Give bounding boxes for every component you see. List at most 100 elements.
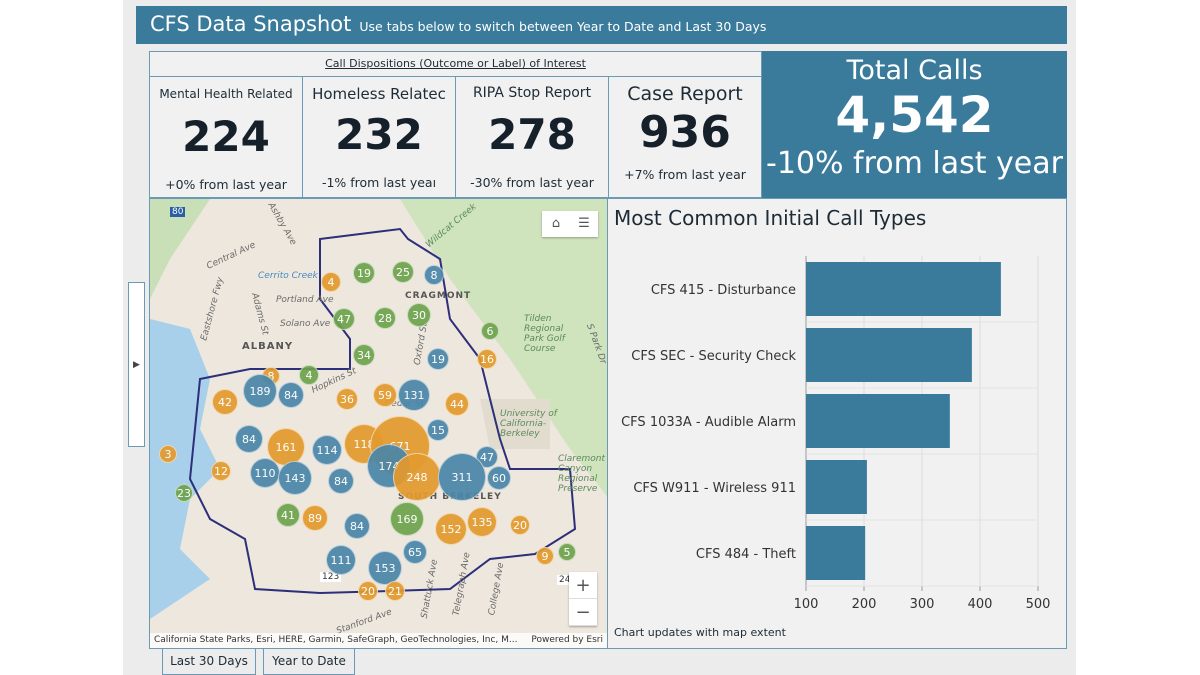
indicator-label: Homeless Relatec — [312, 85, 446, 103]
legend-button[interactable]: ☰ — [578, 216, 590, 231]
bar[interactable] — [806, 328, 972, 382]
cluster-marker[interactable]: 5 — [558, 543, 576, 561]
cluster-marker[interactable]: 131 — [398, 379, 430, 411]
cluster-marker[interactable]: 59 — [373, 383, 397, 407]
x-tick-label: 400 — [968, 597, 993, 612]
indicator-change: +0% from last year — [165, 177, 287, 192]
cluster-marker[interactable]: 19 — [353, 262, 375, 284]
cluster-marker[interactable]: 248 — [393, 453, 441, 501]
page-title: CFS Data Snapshot — [150, 12, 352, 36]
cluster-marker[interactable]: 34 — [353, 344, 375, 366]
zoom-out-button[interactable]: − — [569, 599, 597, 626]
cluster-marker[interactable]: 23 — [175, 484, 193, 502]
indicator-case-report: Case Report 936 +7% from last year — [609, 77, 761, 198]
map-label: University of California-Berkeley — [500, 409, 557, 439]
bar[interactable] — [806, 460, 867, 514]
indicator-label: RIPA Stop Report — [472, 85, 592, 101]
cluster-marker[interactable]: 84 — [278, 382, 304, 408]
cluster-marker[interactable]: 47 — [333, 308, 355, 330]
cluster-marker[interactable]: 16 — [477, 349, 497, 369]
powered-by-esri[interactable]: Powered by Esri — [531, 635, 603, 645]
map-label: Solano Ave — [280, 319, 331, 329]
side-panel-toggle[interactable]: ▶ — [128, 282, 145, 447]
bar[interactable] — [806, 526, 866, 580]
cluster-marker[interactable]: 12 — [211, 461, 231, 481]
indicator-label: Case Report — [627, 83, 743, 105]
indicator-change: -1% from last yeaı — [321, 175, 437, 190]
category-label: CFS 1033A - Audible Alarm — [621, 415, 796, 430]
map-label: ALBANY — [242, 341, 294, 352]
cluster-marker[interactable]: 42 — [212, 389, 238, 415]
map-view[interactable]: Ashby Ave Central Ave Cerrito Creek Port… — [149, 198, 608, 649]
cluster-marker[interactable]: 169 — [390, 502, 424, 536]
cluster-marker[interactable]: 44 — [445, 392, 469, 416]
cluster-marker[interactable]: 110 — [250, 458, 280, 488]
caret-right-icon: ▶ — [133, 359, 140, 370]
cluster-marker[interactable]: 20 — [510, 515, 530, 535]
dispositions-caption[interactable]: Call Dispositions (Outcome or Label) of … — [150, 52, 761, 77]
cluster-marker[interactable]: 89 — [302, 505, 328, 531]
x-tick-label: 300 — [910, 597, 935, 612]
map-label: CRAGMONT — [405, 291, 472, 301]
cluster-marker[interactable]: 41 — [276, 503, 300, 527]
bar[interactable] — [806, 262, 1001, 316]
cluster-marker[interactable]: 84 — [235, 425, 263, 453]
attribution-text: California State Parks, Esri, HERE, Garm… — [154, 635, 518, 645]
cluster-marker[interactable]: 84 — [328, 468, 354, 494]
cluster-marker[interactable]: 4 — [299, 365, 319, 385]
cluster-marker[interactable]: 36 — [336, 388, 358, 410]
cluster-marker[interactable]: 143 — [278, 461, 312, 495]
category-label: CFS W911 - Wireless 911 — [633, 481, 796, 496]
indicator-change: +7% from last year — [624, 167, 746, 182]
map-toolbar: ⌂ ☰ — [542, 211, 598, 237]
cluster-marker[interactable]: 15 — [427, 419, 449, 441]
cluster-marker[interactable]: 135 — [467, 507, 497, 537]
cluster-marker[interactable]: 20 — [358, 581, 378, 601]
total-calls-indicator: Total Calls 4,542 -10% from last year — [762, 51, 1067, 198]
cluster-marker[interactable]: 189 — [243, 374, 277, 408]
indicator-ripa-stop: RIPA Stop Report 278 -30% from last year — [456, 77, 609, 198]
cluster-marker[interactable]: 153 — [368, 551, 402, 585]
indicator-homeless: Homeless Relatec 232 -1% from last yeaı — [303, 77, 456, 198]
map-label: Tilden Regional Park Golf Course — [524, 314, 565, 354]
route-shield-icon: 123 — [320, 572, 342, 582]
cluster-marker[interactable]: 9 — [536, 547, 554, 565]
x-tick-label: 100 — [794, 597, 819, 612]
zoom-in-button[interactable]: + — [569, 572, 597, 599]
cluster-marker[interactable]: 111 — [326, 545, 356, 575]
cluster-marker[interactable]: 4 — [321, 272, 341, 292]
cluster-marker[interactable]: 60 — [487, 466, 511, 490]
route-shield-icon: 24 — [557, 575, 573, 585]
cluster-marker[interactable]: 3 — [159, 445, 177, 463]
indicator-value: 224 — [182, 112, 270, 161]
cluster-marker[interactable]: 8 — [424, 265, 444, 285]
category-label: CFS SEC - Security Check — [631, 349, 796, 364]
map-label: Cerrito Creek — [258, 271, 318, 281]
indicator-value: 232 — [335, 110, 423, 159]
tab-last-30-days[interactable]: Last 30 Days — [162, 649, 256, 675]
cluster-marker[interactable]: 28 — [374, 307, 396, 329]
cluster-marker[interactable]: 25 — [392, 261, 414, 283]
cluster-marker[interactable]: 84 — [344, 513, 370, 539]
indicator-label: Mental Health Related — [159, 87, 293, 101]
bar[interactable] — [806, 394, 950, 448]
dispositions-panel: Call Dispositions (Outcome or Label) of … — [149, 51, 762, 198]
cluster-marker[interactable]: 30 — [407, 303, 431, 327]
home-button[interactable]: ⌂ — [551, 216, 561, 231]
indicator-mental-health: Mental Health Related 224 +0% from last ye… — [150, 77, 303, 198]
cluster-marker[interactable]: 114 — [312, 435, 342, 465]
call-types-chart: Most Common Initial Call Types 100 200 300… — [608, 198, 1067, 649]
cluster-marker[interactable]: 65 — [403, 540, 427, 564]
cluster-marker[interactable]: 152 — [435, 513, 467, 545]
highway-shield-icon: 80 — [170, 207, 186, 217]
cluster-marker[interactable]: 21 — [385, 581, 405, 601]
zoom-controls: + − — [569, 572, 597, 626]
cluster-marker[interactable]: 311 — [438, 453, 486, 501]
cluster-marker[interactable]: 19 — [427, 348, 449, 370]
cluster-marker[interactable]: 6 — [481, 322, 499, 340]
category-label: CFS 415 - Disturbance — [651, 283, 796, 298]
indicator-value: 936 — [639, 107, 731, 158]
dashboard-header: CFS Data Snapshot Use tabs below to swit… — [136, 6, 1067, 44]
tab-year-to-date[interactable]: Year to Date — [263, 649, 355, 675]
map-label: Claremont Canyon Regional Preserve — [558, 454, 606, 494]
